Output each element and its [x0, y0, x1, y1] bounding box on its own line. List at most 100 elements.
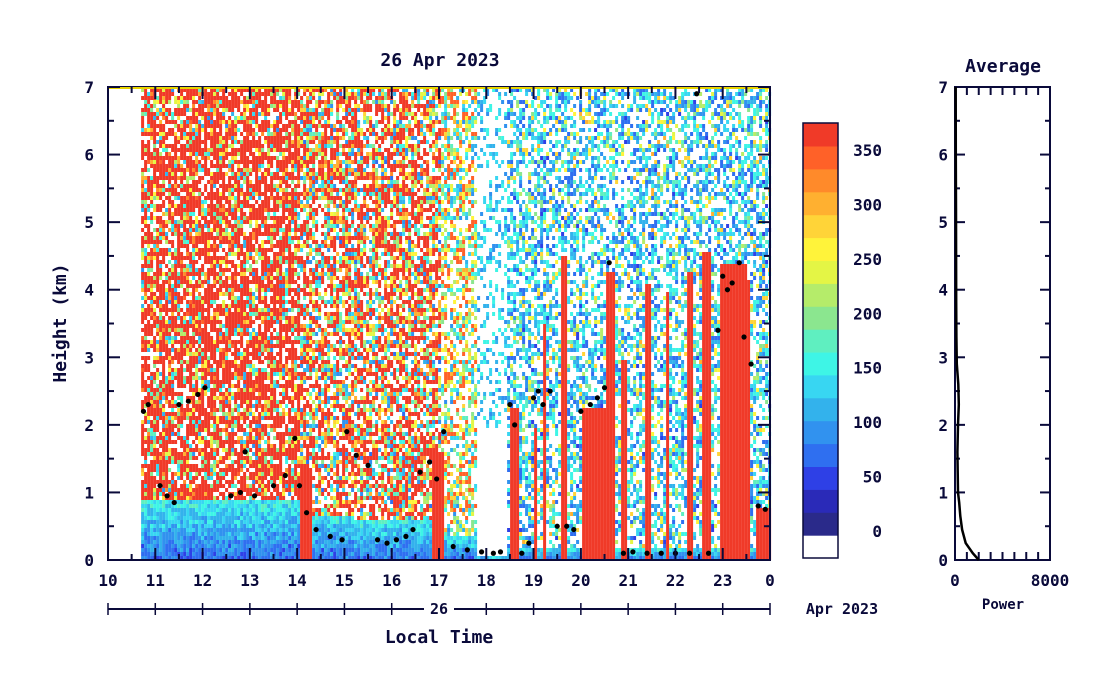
heat-cell: [276, 336, 280, 340]
heat-cell: [276, 128, 280, 132]
heat-cell: [225, 364, 229, 368]
heat-cell: [147, 432, 151, 436]
heat-cell: [216, 360, 220, 364]
heat-cell: [264, 304, 268, 308]
heat-cell: [273, 320, 277, 324]
heat-cell: [183, 196, 187, 200]
heat-cell: [243, 328, 247, 332]
heat-cell: [210, 128, 214, 132]
heat-cell: [156, 176, 160, 180]
heat-cell: [156, 524, 160, 528]
heat-cell: [198, 332, 202, 336]
heat-cell: [222, 440, 226, 444]
heat-cell: [201, 536, 205, 540]
heat-cell: [207, 544, 211, 548]
heat-cell: [192, 516, 196, 520]
heat-cell: [240, 204, 244, 208]
heat-cell: [168, 540, 172, 544]
heat-cell: [264, 260, 268, 264]
heat-cell: [195, 184, 199, 188]
heat-cell: [192, 480, 196, 484]
heat-cell: [243, 508, 247, 512]
heat-cell: [162, 416, 166, 420]
heat-cell: [258, 324, 262, 328]
heat-cell: [213, 368, 217, 372]
heat-cell: [258, 336, 262, 340]
heat-cell: [210, 348, 214, 352]
heat-cell: [246, 200, 250, 204]
heat-cell: [174, 168, 178, 172]
heat-cell: [291, 320, 295, 324]
heat-cell: [258, 292, 262, 296]
heat-cell: [147, 244, 151, 248]
heat-cell: [285, 156, 289, 160]
heat-cell: [258, 288, 262, 292]
heat-cell: [213, 316, 217, 320]
heat-cell: [216, 484, 220, 488]
heat-cell: [282, 412, 286, 416]
heat-cell: [219, 396, 223, 400]
heat-cell: [207, 288, 211, 292]
heat-cell: [246, 408, 250, 412]
heat-cell: [210, 320, 214, 324]
heat-cell: [228, 128, 232, 132]
heat-cell: [216, 196, 220, 200]
heat-cell: [171, 356, 175, 360]
heat-cell: [171, 496, 175, 500]
heat-cell: [219, 96, 223, 100]
heat-cell: [159, 268, 163, 272]
heat-cell: [264, 156, 268, 160]
heat-cell: [201, 388, 205, 392]
heat-cell: [267, 432, 271, 436]
heat-cell: [141, 200, 145, 204]
heat-cell: [189, 520, 193, 524]
heat-cell: [156, 372, 160, 376]
heat-cell: [150, 548, 154, 552]
heat-cell: [198, 200, 202, 204]
heat-cell: [231, 108, 235, 112]
heat-cell: [228, 504, 232, 508]
heat-cell: [246, 352, 250, 356]
heat-cell: [237, 116, 241, 120]
heat-cell: [177, 128, 181, 132]
heat-cell: [180, 284, 184, 288]
heat-cell: [246, 156, 250, 160]
heat-cell: [189, 156, 193, 160]
heat-cell: [252, 100, 256, 104]
heat-cell: [279, 348, 283, 352]
heat-cell: [192, 344, 196, 348]
heat-cell: [225, 508, 229, 512]
heat-cell: [204, 112, 208, 116]
heat-cell: [168, 496, 172, 500]
heat-cell: [234, 136, 238, 140]
heat-cell: [195, 428, 199, 432]
heat-cell: [180, 384, 184, 388]
heat-cell: [234, 356, 238, 360]
heat-cell: [264, 96, 268, 100]
heat-cell: [282, 272, 286, 276]
heat-cell: [234, 92, 238, 96]
heat-cell: [249, 528, 253, 532]
heat-cell: [180, 536, 184, 540]
heat-cell: [282, 124, 286, 128]
heat-cell: [147, 284, 151, 288]
heat-cell: [261, 144, 265, 148]
heat-cell: [198, 256, 202, 260]
heat-cell: [231, 96, 235, 100]
heat-cell: [219, 436, 223, 440]
heat-cell: [264, 412, 268, 416]
heat-cell: [153, 216, 157, 220]
heat-cell: [195, 236, 199, 240]
heat-cell: [168, 388, 172, 392]
heat-cell: [204, 296, 208, 300]
heat-cell: [282, 152, 286, 156]
heat-cell: [222, 372, 226, 376]
heat-cell: [186, 292, 190, 296]
heat-cell: [162, 408, 166, 412]
heat-cell: [216, 172, 220, 176]
heat-cell: [165, 336, 169, 340]
heat-cell: [249, 304, 253, 308]
heat-cell: [141, 316, 145, 320]
heat-cell: [192, 100, 196, 104]
heat-cell: [150, 120, 154, 124]
